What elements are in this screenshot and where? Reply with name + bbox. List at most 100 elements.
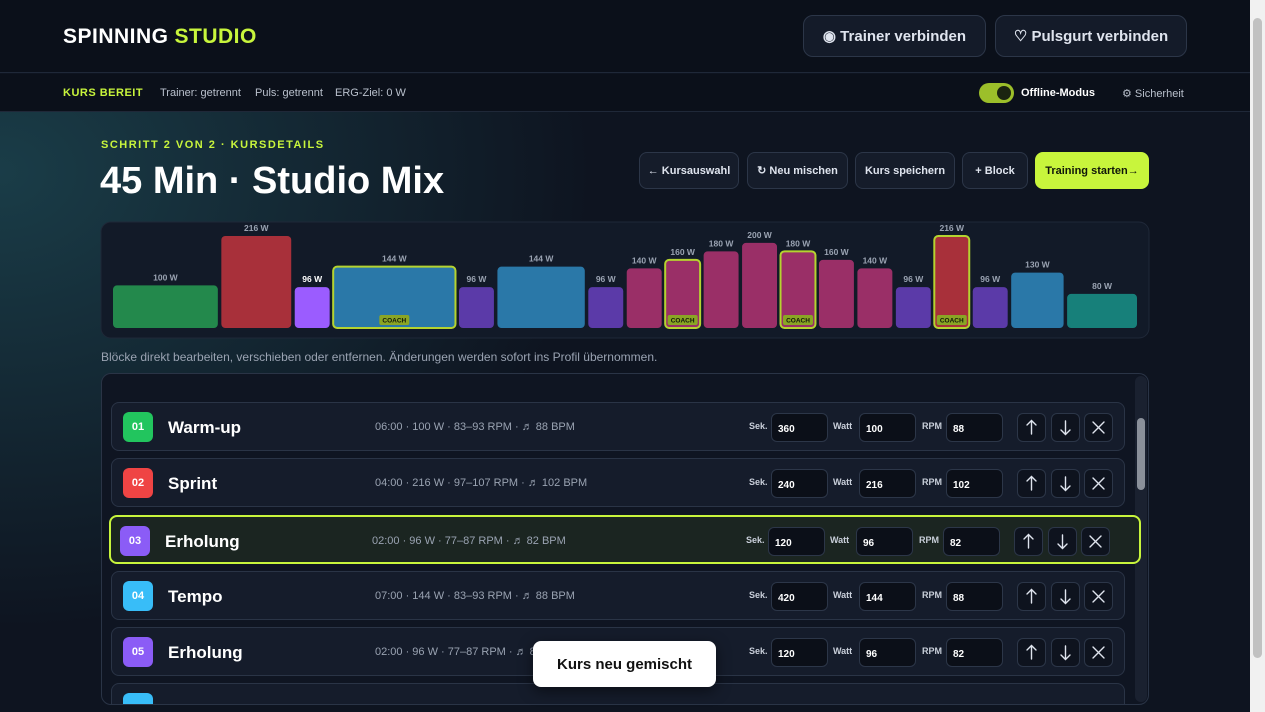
bar-value-label: 140 W (632, 255, 658, 265)
coach-tag (379, 315, 410, 325)
field-label: Sek. (749, 646, 768, 657)
block-row[interactable]: 01 Warm-up 06:00 · 100 W · 83–93 RPM · ♬ 8… (111, 402, 1125, 451)
profile-bar (895, 287, 931, 328)
block-number: 05 (123, 637, 153, 668)
coach-tag-label: COACH (786, 318, 810, 325)
block-row[interactable]: 04 Tempo 07:00 · 144 W · 83–93 RPM · ♬ 88 … (111, 570, 1125, 620)
shuffle-button[interactable]: ↻ Neu mischen (747, 152, 848, 189)
block-number: 02 (123, 468, 153, 499)
field-input[interactable]: 82 (943, 526, 1000, 556)
start-button[interactable]: Training starten→ (1035, 152, 1149, 189)
field-input[interactable]: 144 (859, 581, 916, 611)
profile-bar (1011, 272, 1064, 328)
field-input[interactable]: 216 (859, 469, 916, 499)
move-up-button[interactable] (1017, 413, 1046, 442)
block-meta: 07:00 · 144 W · 83–93 RPM · ♬ 88 BPM (375, 589, 575, 602)
security-link[interactable]: ⚙ Sicherheit (1122, 88, 1184, 100)
field-label: Sek. (749, 421, 768, 431)
field-input[interactable]: 82 (946, 638, 1003, 668)
bar-value-label: 216 W (244, 223, 270, 233)
move-down-button[interactable] (1051, 638, 1080, 668)
block-meta: 02:00 · 96 W · 77–87 RPM · ♬ 82 BPM (372, 534, 566, 547)
field-label: Sek. (749, 589, 768, 600)
hint-text: Blöcke direkt bearbeiten, verschieben od… (101, 350, 658, 364)
trainer-connect-button[interactable]: ◉ Trainer verbinden (803, 15, 986, 57)
status-bar: KURS BEREIT Trainer: getrennt Puls: getr… (0, 74, 1250, 112)
course-title: 45 Min · Studio Mix (100, 160, 445, 202)
block-meta: 02:00 · 96 W · 77–87 RPM · ♬ 82 BPM (375, 646, 569, 659)
remove-button[interactable] (1084, 469, 1113, 499)
profile-bar (857, 268, 893, 328)
field-label: Watt (833, 646, 853, 657)
bar-value-label: 96 W (596, 274, 617, 284)
bar-value-label: 144 W (382, 254, 408, 264)
offline-toggle[interactable] (979, 83, 1014, 103)
bar-value-label: 180 W (709, 238, 735, 248)
block-name: Erholung (165, 531, 240, 551)
field-input[interactable]: 240 (771, 469, 828, 499)
remove-button[interactable] (1084, 413, 1113, 442)
field-input[interactable]: 96 (856, 526, 913, 556)
field-input[interactable]: 102 (946, 469, 1003, 499)
move-down-button[interactable] (1051, 581, 1080, 611)
profile-bar (113, 285, 218, 328)
add-block-button[interactable]: + Block (962, 152, 1028, 189)
field-input[interactable]: 88 (946, 581, 1003, 611)
status-state: KURS BEREIT (63, 87, 144, 99)
coach-tag (667, 315, 698, 325)
field-label: RPM (922, 646, 942, 657)
block-name: Sprint (168, 474, 218, 494)
remove-button[interactable] (1084, 581, 1113, 611)
move-down-button[interactable] (1051, 469, 1080, 499)
brand: SPINNING STUDIO (63, 25, 257, 49)
field-label: RPM (919, 534, 939, 545)
field-input[interactable]: 88 (946, 413, 1003, 442)
field-input[interactable]: 420 (771, 581, 828, 611)
move-down-button[interactable] (1048, 526, 1077, 556)
field-label: Watt (833, 589, 853, 600)
bar-value-label: 144 W (529, 254, 555, 264)
field-label: RPM (922, 421, 942, 431)
heartrate-connect-button[interactable]: ♡ Pulsgurt verbinden (995, 15, 1187, 57)
move-up-button[interactable] (1017, 469, 1046, 499)
field-label: RPM (922, 589, 942, 600)
page-scrollbar[interactable] (1250, 0, 1265, 712)
block-meta: 06:00 · 100 W · 83–93 RPM · ♬ 88 BPM (375, 421, 575, 433)
field-input[interactable]: 120 (768, 526, 825, 556)
move-up-button[interactable] (1017, 638, 1046, 668)
move-up-button[interactable] (1017, 581, 1046, 611)
field-input[interactable]: 96 (859, 638, 916, 668)
field-input[interactable]: 120 (771, 638, 828, 668)
block-row[interactable]: 03 Erholung 02:00 · 96 W · 77–87 RPM · ♬ 8… (109, 514, 1141, 564)
field-label: Watt (833, 421, 853, 431)
list-scrollbar[interactable] (1135, 376, 1147, 702)
save-button[interactable]: Kurs speichern (855, 152, 955, 189)
toast: Kurs neu gemischt (533, 641, 716, 687)
coach-tag-label: COACH (382, 318, 406, 325)
bar-value-label: 160 W (670, 247, 696, 257)
field-input[interactable]: 360 (771, 413, 828, 442)
status-item: Trainer: getrennt (160, 87, 241, 99)
brand-accent: STUDIO (174, 25, 257, 48)
profile-bar (703, 251, 739, 328)
profile-bar (497, 266, 585, 328)
remove-button[interactable] (1081, 526, 1110, 556)
field-label: Sek. (746, 534, 765, 545)
coach-tag (936, 315, 967, 325)
status-item: ERG-Ziel: 0 W (335, 87, 406, 99)
brand-word: SPINNING (63, 25, 169, 48)
back-button[interactable]: ← Kursauswahl (639, 152, 739, 189)
profile-bar (742, 242, 778, 328)
header: SPINNING STUDIO ◉ Trainer verbinden ♡ Pul… (0, 0, 1250, 73)
field-label: RPM (922, 477, 942, 488)
block-number: 03 (120, 525, 150, 556)
field-input[interactable]: 100 (859, 413, 916, 442)
profile-bar (1067, 293, 1137, 328)
block-number: 01 (123, 412, 153, 442)
profile-chart: 100 W 216 W 96 W 144 W COACH 96 W 144 W 96 W 140… (100, 221, 1150, 339)
block-row[interactable]: 02 Sprint 04:00 · 216 W · 97–107 RPM · ♬ 1… (111, 458, 1125, 508)
move-down-button[interactable] (1051, 413, 1080, 442)
remove-button[interactable] (1084, 638, 1113, 668)
move-up-button[interactable] (1014, 526, 1043, 556)
step-label: SCHRITT 2 VON 2 · KURSDETAILS (101, 139, 325, 151)
